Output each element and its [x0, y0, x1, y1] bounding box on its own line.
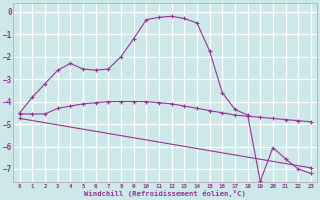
X-axis label: Windchill (Refroidissement éolien,°C): Windchill (Refroidissement éolien,°C): [84, 190, 246, 197]
